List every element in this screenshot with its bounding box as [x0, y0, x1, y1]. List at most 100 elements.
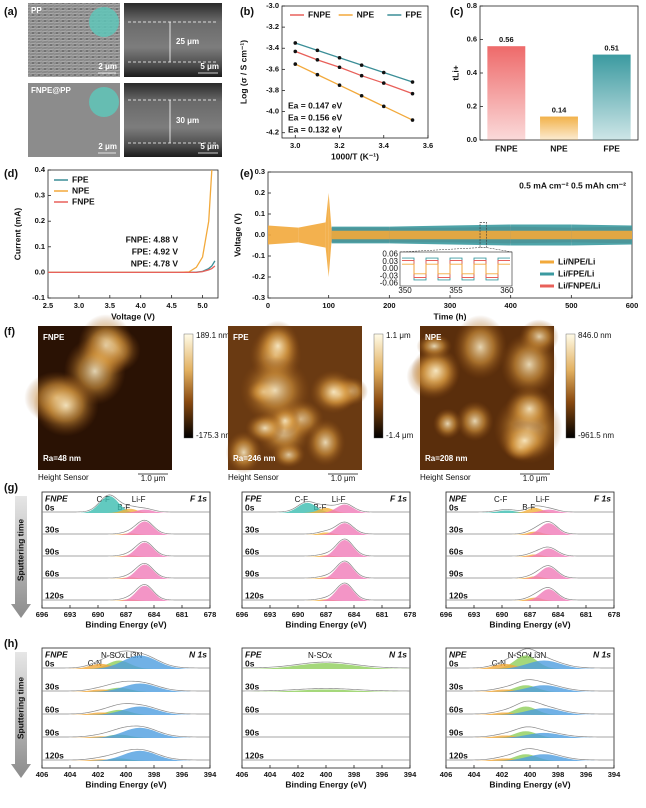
y-tick-label: -0.2	[252, 272, 265, 281]
inset-x-tick-label: 350	[398, 286, 412, 295]
xps-envelope	[42, 494, 210, 513]
xps-envelope	[242, 521, 410, 535]
afm-feature	[498, 420, 551, 461]
data-point	[315, 72, 320, 77]
time-label: 30s	[45, 681, 59, 691]
x-tick-label: 400	[320, 770, 333, 779]
x-tick-label: 696	[440, 610, 453, 619]
legend-label: NPE	[357, 9, 375, 19]
time-label: 120s	[45, 590, 64, 600]
core-level: N 1s	[189, 649, 207, 659]
xps-peak	[523, 589, 574, 601]
inset-frame	[399, 251, 513, 287]
xps-peak	[89, 706, 191, 715]
xps-envelope	[242, 582, 410, 601]
afm-feature	[245, 412, 285, 444]
x-tick-label: 600	[626, 301, 639, 310]
y-tick-label: -4.2	[266, 128, 279, 137]
xps-envelope	[42, 680, 211, 692]
x-tick-label: 690	[292, 610, 305, 619]
x-tick-label: 5.0	[197, 301, 207, 310]
sample-name: FPE	[233, 333, 249, 342]
x-tick-label: 394	[404, 770, 417, 779]
data-point	[359, 73, 364, 78]
time-label: 60s	[45, 568, 59, 578]
y-tick-label: 0.3	[255, 167, 265, 176]
xps-envelope	[446, 565, 614, 579]
inset-x-tick-label: 355	[449, 286, 463, 295]
afm-feature	[305, 418, 346, 467]
xps-peak	[493, 754, 595, 761]
y-tick-label: 0.4	[35, 165, 46, 174]
x-tick-label: 500	[565, 301, 578, 310]
x-axis-label: Voltage (V)	[111, 311, 155, 321]
x-tick-label: 300	[444, 301, 457, 310]
y-axis-label: tLi+	[450, 65, 460, 80]
x-tick-label: 398	[552, 770, 565, 779]
component-label: Li-F	[332, 495, 346, 504]
inset-wave	[402, 257, 510, 281]
x-tick-label: 398	[348, 770, 361, 779]
x-tick-label: 678	[404, 610, 417, 619]
time-label: 60s	[245, 704, 259, 714]
xps-envelope	[42, 584, 210, 601]
roughness: Ra=208 nm	[425, 454, 467, 463]
core-level: F 1s	[190, 493, 207, 503]
xps-peak	[523, 548, 574, 557]
data-line	[294, 63, 413, 121]
data-point	[293, 62, 298, 66]
x-tick-label: 693	[64, 610, 77, 619]
plot-frame	[47, 169, 219, 299]
y-tick-label: 0.2	[467, 101, 477, 110]
component-label: B-F	[117, 503, 130, 512]
sem-cross-section	[124, 83, 222, 157]
voltage-band	[331, 230, 390, 240]
data-point	[359, 63, 364, 67]
sample-name: FPE	[245, 493, 262, 503]
component-label: C-N	[88, 659, 102, 668]
xps-peak	[89, 655, 191, 669]
voltage-band	[389, 230, 450, 240]
data-point	[410, 91, 415, 96]
time-label: 120s	[449, 750, 468, 760]
color-bar-min: -175.3 nm	[196, 431, 232, 440]
voltage-band	[268, 225, 299, 245]
afm-feature	[500, 332, 558, 397]
scale-label: 5 μm	[200, 62, 219, 71]
time-label: 60s	[449, 546, 463, 556]
data-point	[410, 80, 415, 84]
y-tick-label: -3.8	[266, 85, 279, 94]
sample-name: FNPE@PP	[31, 86, 71, 95]
inset-y-tick-label: 0.03	[382, 257, 398, 266]
data-point	[381, 81, 386, 85]
x-tick-label: FPE	[603, 143, 620, 153]
xps-envelope	[446, 700, 615, 715]
xps-peak	[319, 584, 370, 601]
afm-feature	[505, 386, 554, 432]
color-bar-min: -961.5 nm	[578, 431, 614, 440]
time-label: 0s	[245, 502, 255, 512]
component-label: C-F	[295, 495, 308, 504]
xps-envelope	[42, 650, 211, 669]
afm-feature	[453, 314, 508, 380]
y-tick-label: 0.0	[35, 267, 45, 276]
scale-label: 1.0 μm	[141, 474, 166, 483]
xps-envelope	[242, 501, 410, 513]
legend-label: FPE	[72, 174, 89, 184]
x-tick-label: 681	[376, 610, 389, 619]
thickness-label: 25 μm	[176, 37, 199, 46]
roughness: Ra=48 nm	[43, 454, 81, 463]
xps-envelope	[42, 562, 210, 579]
y-tick-label: 0.2	[255, 188, 265, 197]
xps-peak	[493, 732, 595, 738]
sputter-label: Sputtering time	[15, 519, 25, 582]
x-tick-label: 200	[383, 301, 396, 310]
xps-envelope	[42, 703, 211, 715]
xps-peak	[493, 708, 595, 715]
time-label: 120s	[245, 750, 264, 760]
y-tick-label: -0.1	[32, 293, 45, 302]
annotation: NPE: 4.78 V	[131, 258, 179, 268]
xps-envelope	[42, 748, 211, 761]
legend-label: FNPE	[308, 9, 331, 19]
